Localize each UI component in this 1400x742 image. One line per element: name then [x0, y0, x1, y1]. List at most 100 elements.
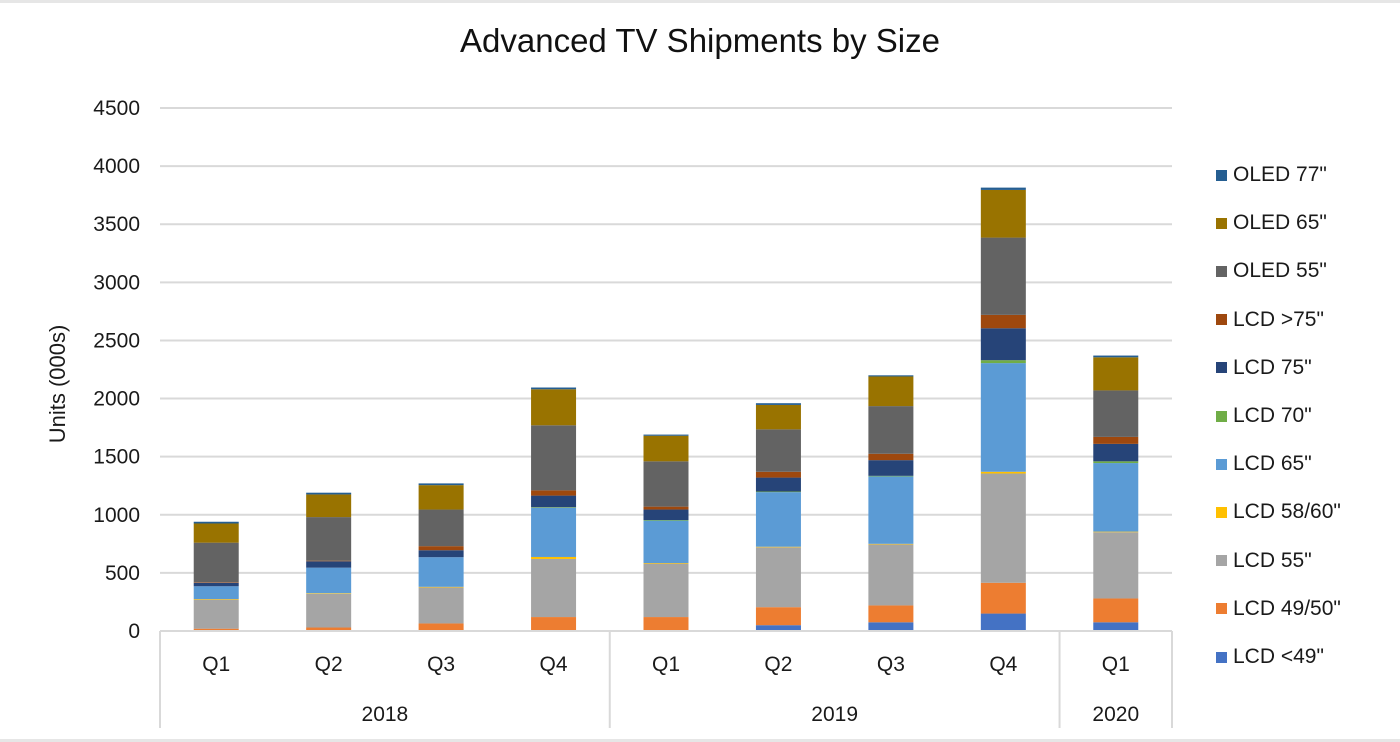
bar-segment	[306, 593, 352, 628]
bar-segment	[1093, 390, 1139, 437]
bar-segment	[755, 477, 801, 492]
bar-segment	[193, 582, 239, 587]
bar-stack	[193, 521, 239, 631]
bar-segment	[193, 582, 239, 583]
bar-segment	[1093, 357, 1139, 391]
legend-label: OLED 65"	[1233, 211, 1327, 235]
bar-segment	[418, 485, 464, 510]
legend-item: OLED 65"	[1216, 208, 1327, 238]
bar-segment	[531, 558, 577, 618]
y-tick-label: 3500	[93, 213, 140, 236]
bar-segment	[418, 557, 464, 587]
x-tick-label: Q2	[315, 653, 343, 676]
bar-stack	[980, 187, 1026, 631]
bar-segment	[1093, 598, 1139, 623]
legend-swatch	[1216, 314, 1227, 326]
bar-segment	[306, 560, 352, 562]
bar-segment	[306, 593, 352, 594]
bar-segment	[531, 617, 577, 631]
bar-segment	[755, 403, 801, 405]
bar-segment	[980, 582, 1026, 614]
legend-label: LCD <49"	[1233, 645, 1324, 668]
x-group-label: 2019	[811, 703, 858, 726]
y-tick-label: 2500	[93, 329, 140, 352]
x-tick-label: Q1	[1102, 653, 1130, 676]
bar-segment	[643, 563, 689, 618]
x-tick-label: Q4	[989, 653, 1017, 676]
y-tick-label: 2000	[93, 388, 140, 411]
bar-segment	[418, 586, 464, 588]
bar-segment	[643, 563, 689, 564]
bar-segment	[980, 471, 1026, 474]
bar-segment	[193, 542, 239, 583]
bars	[193, 187, 1139, 631]
bar-segment	[1093, 436, 1139, 444]
bar-segment	[755, 547, 801, 608]
legend-label: LCD 49/50"	[1233, 596, 1341, 620]
bar-segment	[643, 461, 689, 507]
legend-item: LCD >75"	[1216, 305, 1324, 335]
legend-label: LCD 70"	[1233, 404, 1312, 427]
bar-segment	[531, 507, 577, 557]
bar-segment	[980, 360, 1026, 364]
legend-item: OLED 77"	[1216, 160, 1327, 190]
bar-segment	[980, 237, 1026, 315]
bar-segment	[193, 521, 239, 524]
bar-segment	[306, 561, 352, 568]
bar-segment	[1093, 531, 1139, 533]
top-border	[0, 0, 1400, 3]
legend-swatch	[1216, 651, 1227, 663]
y-axis-ticks: 0 500 1000 1500 2000 2500 3000 3500 4000 4500	[93, 97, 140, 643]
bar-stack	[1093, 355, 1139, 631]
legend-item: LCD 55"	[1216, 546, 1312, 576]
bar-segment	[306, 627, 352, 631]
legend-swatch	[1216, 506, 1227, 518]
bar-segment	[868, 453, 914, 461]
bar-segment	[531, 490, 577, 496]
legend-swatch	[1216, 410, 1227, 422]
bar-segment	[418, 483, 464, 486]
bar-segment	[531, 556, 577, 559]
bar-segment	[980, 473, 1026, 583]
bar-segment	[868, 406, 914, 454]
y-tick-label: 0	[128, 620, 140, 643]
bar-segment	[980, 187, 1026, 190]
legend-label: LCD 58/60"	[1233, 500, 1341, 524]
bar-segment	[531, 389, 577, 426]
bottom-border	[0, 739, 1400, 742]
legend-label: OLED 77"	[1233, 163, 1327, 186]
legend-item: LCD 75"	[1216, 353, 1312, 383]
bar-segment	[980, 613, 1026, 631]
bar-segment	[643, 434, 689, 436]
bar-segment	[531, 387, 577, 390]
legend-label: OLED 55"	[1233, 259, 1327, 283]
legend-item: LCD <49"	[1216, 642, 1324, 672]
bar-segment	[531, 495, 577, 508]
legend-swatch	[1216, 362, 1227, 374]
bar-segment	[418, 550, 464, 558]
bar-segment	[1093, 355, 1139, 358]
x-tick-label: Q2	[764, 653, 792, 676]
x-tick-label: Q1	[202, 653, 230, 676]
legend-swatch	[1216, 265, 1227, 277]
bar-segment	[643, 617, 689, 631]
legend-swatch	[1216, 169, 1227, 181]
bar-segment	[418, 623, 464, 631]
bar-segment	[643, 520, 689, 521]
x-group-label: 2020	[1092, 703, 1139, 726]
bar-segment	[1093, 443, 1139, 462]
y-tick-label: 500	[105, 562, 140, 585]
legend-item: LCD 70"	[1216, 401, 1312, 431]
bar-segment	[643, 506, 689, 510]
legend-swatch	[1216, 555, 1227, 567]
bar-segment	[980, 189, 1026, 238]
bar-segment	[868, 376, 914, 407]
y-tick-label: 1000	[93, 504, 140, 527]
bar-segment	[980, 314, 1026, 329]
bar-segment	[755, 625, 801, 631]
bar-segment	[868, 460, 914, 476]
bar-stack	[306, 492, 352, 631]
y-tick-label: 3000	[93, 271, 140, 294]
bar-segment	[306, 492, 352, 495]
